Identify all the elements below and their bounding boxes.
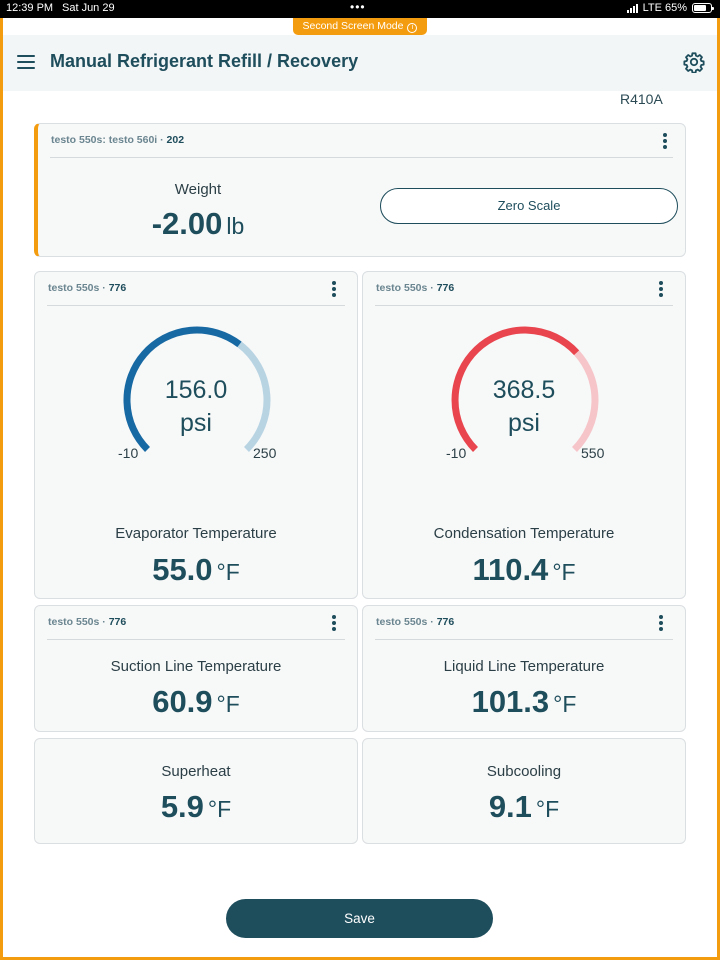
- info-icon: i: [407, 23, 418, 33]
- more-options-icon[interactable]: [329, 281, 339, 297]
- evaporator-label: Evaporator Temperature: [115, 525, 277, 542]
- divider: [50, 157, 673, 158]
- evaporator-number: 55.0: [152, 552, 213, 587]
- status-right: LTE 65%: [626, 2, 714, 14]
- liquid-unit: °F: [553, 691, 577, 717]
- gauge-unit: psi: [180, 409, 212, 437]
- condensation-label: Condensation Temperature: [433, 525, 615, 542]
- probe-source-id: 776: [436, 282, 455, 294]
- zero-scale-button[interactable]: Zero Scale: [380, 188, 678, 224]
- gauge-max: 550: [581, 445, 605, 461]
- app-bar: Manual Refrigerant Refill / Recovery: [3, 35, 717, 91]
- liquid-number: 101.3: [471, 684, 550, 719]
- probe-source-name: testo 550s ·: [376, 282, 437, 294]
- multitask-dots-icon[interactable]: •••: [350, 0, 366, 14]
- gauge-value: 156.0: [164, 376, 228, 404]
- probe-source-id: 776: [108, 616, 127, 628]
- suction-value: 60.9 °F: [35, 684, 357, 720]
- probe-source-id: 202: [166, 134, 185, 146]
- liquid-card: testo 550s · 776 Liquid Line Temperature…: [362, 605, 686, 732]
- weight-value: -2.00 lb: [38, 206, 358, 242]
- mode-banner-label: Second Screen Mode: [302, 20, 404, 32]
- pressure-gauge: [123, 326, 271, 452]
- suction-unit: °F: [216, 691, 240, 717]
- suction-number: 60.9: [152, 684, 213, 719]
- probe-source: testo 550s · 776: [376, 616, 454, 628]
- divider: [375, 639, 673, 640]
- divider: [375, 305, 673, 306]
- weight-label: Weight: [174, 181, 222, 198]
- gauge-unit: psi: [508, 409, 540, 437]
- gauge-min: -10: [118, 445, 139, 461]
- signal-icon: [626, 3, 638, 13]
- subcooling-value: 9.1 °F: [363, 789, 685, 825]
- liquid-label: Liquid Line Temperature: [443, 658, 605, 675]
- second-screen-mode-banner[interactable]: Second Screen Mode i: [293, 18, 427, 35]
- superheat-number: 5.9: [160, 789, 204, 824]
- gauge-max: 250: [253, 445, 277, 461]
- more-options-icon[interactable]: [329, 615, 339, 631]
- condensation-number: 110.4: [472, 552, 549, 587]
- weight-card: testo 550s: testo 560i · 202 Weight -2.0…: [34, 123, 686, 257]
- subcooling-unit: °F: [535, 796, 560, 822]
- probe-source: testo 550s · 776: [48, 282, 126, 294]
- battery-icon: [692, 3, 714, 13]
- superheat-unit: °F: [207, 796, 232, 822]
- gauge-fill: [123, 326, 242, 452]
- probe-source-id: 776: [436, 616, 455, 628]
- status-bar: 12:39 PM Sat Jun 29 ••• LTE 65%: [0, 0, 720, 18]
- gauge-track: [237, 341, 271, 452]
- condensation-value: 110.4 °F: [363, 552, 685, 588]
- probe-source-name: testo 550s ·: [48, 616, 109, 628]
- probe-source: testo 550s · 776: [376, 282, 454, 294]
- divider: [47, 639, 345, 640]
- probe-source: testo 550s: testo 560i · 202: [51, 134, 184, 146]
- condensation-card: testo 550s · 776 368.5 psi -10 550 Conde…: [362, 271, 686, 599]
- gear-icon[interactable]: [683, 51, 705, 73]
- divider: [47, 305, 345, 306]
- gauge-fill: [451, 326, 580, 452]
- condensation-unit: °F: [552, 559, 576, 585]
- gauge-min: -10: [446, 445, 467, 461]
- evaporator-unit: °F: [216, 559, 240, 585]
- status-time: 12:39 PM: [6, 2, 54, 14]
- menu-icon[interactable]: [17, 55, 35, 69]
- more-options-icon[interactable]: [660, 133, 670, 149]
- superheat-value: 5.9 °F: [35, 789, 357, 825]
- more-options-icon[interactable]: [656, 281, 666, 297]
- superheat-label: Superheat: [161, 763, 231, 780]
- subcooling-card: Subcooling 9.1 °F: [362, 738, 686, 844]
- gauge-track: [571, 350, 599, 452]
- gauge-value: 368.5: [492, 376, 556, 404]
- page-title: Manual Refrigerant Refill / Recovery: [50, 51, 359, 71]
- probe-source-name: testo 550s ·: [48, 282, 109, 294]
- probe-source-id: 776: [108, 282, 127, 294]
- subcooling-number: 9.1: [488, 789, 532, 824]
- evaporator-card: testo 550s · 776 156.0 psi -10 250 Evapo…: [34, 271, 358, 599]
- refrigerant-type: R410A: [620, 91, 663, 107]
- superheat-card: Superheat 5.9 °F: [34, 738, 358, 844]
- evaporator-value: 55.0 °F: [35, 552, 357, 588]
- suction-card: testo 550s · 776 Suction Line Temperatur…: [34, 605, 358, 732]
- probe-source-name: testo 550s: testo 560i ·: [51, 134, 167, 146]
- status-date: Sat Jun 29: [62, 2, 115, 14]
- weight-number: -2.00: [151, 206, 223, 241]
- weight-unit: lb: [226, 213, 245, 239]
- pressure-gauge: [451, 326, 599, 452]
- save-button[interactable]: Save: [226, 899, 493, 938]
- liquid-value: 101.3 °F: [363, 684, 685, 720]
- more-options-icon[interactable]: [656, 615, 666, 631]
- subcooling-label: Subcooling: [486, 763, 562, 780]
- probe-source-name: testo 550s ·: [376, 616, 437, 628]
- suction-label: Suction Line Temperature: [110, 658, 282, 675]
- status-carrier: LTE 65%: [642, 2, 687, 14]
- probe-source: testo 550s · 776: [48, 616, 126, 628]
